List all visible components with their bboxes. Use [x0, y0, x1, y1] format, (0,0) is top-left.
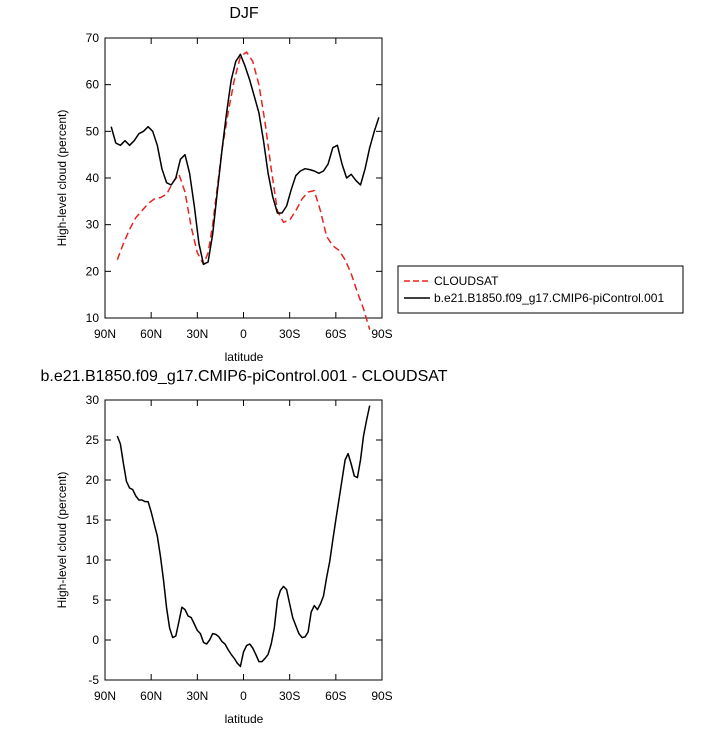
legend-label-cloudsat: CLOUDSAT: [434, 274, 499, 288]
y-tick-label: 20: [86, 473, 100, 487]
x-tick-label: 90S: [371, 689, 392, 703]
y-tick-label: 40: [86, 171, 100, 185]
x-tick-label: 90N: [94, 327, 116, 341]
x-tick-label: 90S: [371, 327, 392, 341]
series-line-0: [116, 51, 371, 330]
y-tick-label: 25: [86, 433, 100, 447]
y-axis-label: High-level cloud (percent): [55, 472, 69, 609]
y-tick-label: 0: [92, 633, 99, 647]
y-ticks: -5 0 5 10 15 20 25 30: [86, 393, 382, 687]
legend: CLOUDSAT b.e21.B1850.f09_g17.CMIP6-piCon…: [397, 265, 684, 314]
y-tick-label: 30: [86, 393, 100, 407]
x-tick-label: 0: [240, 327, 247, 341]
y-tick-label: 30: [86, 218, 100, 232]
legend-label-model: b.e21.B1850.f09_g17.CMIP6-piControl.001: [434, 291, 664, 305]
x-tick-label: 0: [240, 689, 247, 703]
x-axis-label: latitude: [225, 712, 264, 726]
x-ticks: 90N 60N 30N 0 30S 60S 90S: [94, 400, 393, 703]
x-tick-label: 60N: [140, 327, 162, 341]
y-tick-label: 50: [86, 124, 100, 138]
y-tick-label: 5: [92, 593, 99, 607]
x-axis-label: latitude: [225, 350, 264, 364]
x-tick-label: 60S: [325, 689, 346, 703]
y-axis-label: High-level cloud (percent): [55, 110, 69, 247]
plot-djf: DJF 90N 60N 30N 0 30S 60S 90S 10 20 30 40 50 60 70 l…: [55, 5, 393, 364]
x-tick-label: 60S: [325, 327, 346, 341]
legend-box: [397, 265, 684, 314]
x-tick-label: 90N: [94, 689, 116, 703]
x-tick-label: 30N: [186, 327, 208, 341]
x-tick-label: 30S: [279, 327, 300, 341]
plot-difference: b.e21.B1850.f09_g17.CMIP6-piControl.001 …: [40, 368, 447, 726]
x-tick-label: 30N: [186, 689, 208, 703]
y-tick-label: 60: [86, 78, 100, 92]
plot-frame: [104, 399, 383, 681]
x-tick-label: 30S: [279, 689, 300, 703]
series-line-0: [116, 405, 371, 668]
y-tick-label: 10: [86, 553, 100, 567]
y-ticks: 10 20 30 40 50 60 70: [86, 31, 382, 325]
plot-title: b.e21.B1850.f09_g17.CMIP6-piControl.001 …: [40, 368, 447, 385]
x-ticks: 90N 60N 30N 0 30S 60S 90S: [94, 38, 393, 341]
y-tick-label: 10: [86, 311, 100, 325]
plot-title: DJF: [229, 5, 259, 22]
y-tick-label: 15: [86, 513, 100, 527]
series-lines: [116, 405, 371, 668]
series-line-1: [110, 53, 380, 266]
plot-frame: [104, 37, 383, 319]
y-tick-label: 20: [86, 264, 100, 278]
y-tick-label: 70: [86, 31, 100, 45]
series-lines: [110, 51, 380, 330]
x-tick-label: 60N: [140, 689, 162, 703]
y-tick-label: -5: [88, 673, 99, 687]
